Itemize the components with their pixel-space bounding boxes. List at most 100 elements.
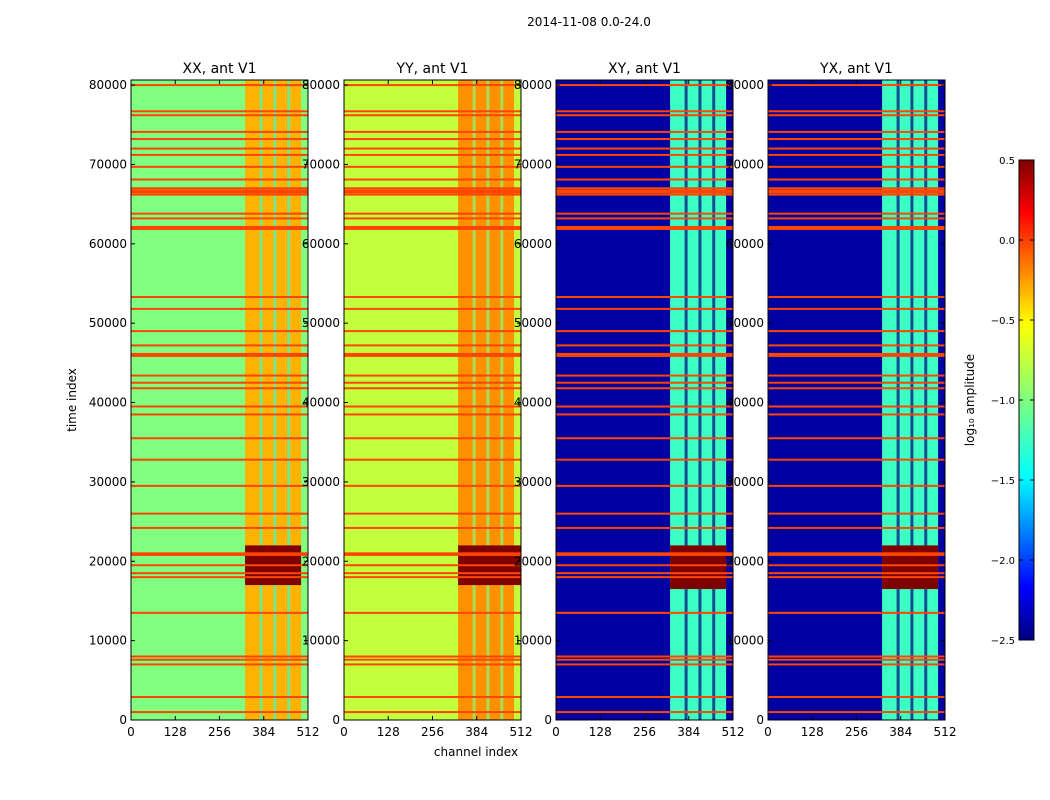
panels: XX, ant V1 0 128 256 384 512 0 10000 20000 30000 4… [89,61,957,739]
y-tick-label: 10000 [726,634,764,648]
flagged-row [768,458,945,461]
flagged-row [131,307,308,310]
flagged-row [768,695,945,698]
flagged-row [131,295,308,298]
colorbar-tick-label: −1.0 [991,396,1015,407]
flagged-row [344,193,521,196]
y-tick-label: 10000 [302,634,340,648]
panel-3: XY, ant V1 0 128 256 384 512 0 10000 20000 30000 4… [514,61,745,739]
x-tick-label: 0 [764,725,772,739]
flagged-row [344,526,521,529]
channel-gap [472,80,476,720]
y-tick-label: 50000 [302,316,340,330]
rfi-band [458,80,515,720]
flagged-row [344,484,521,487]
flagged-row [131,344,308,347]
colorbar-tick-label: −2.5 [991,636,1015,647]
flagged-row-thick [344,352,521,357]
flagged-row [556,178,733,181]
x-axis-label: channel index [434,745,518,759]
flagged-row [344,658,521,661]
flagged-row [556,526,733,529]
channel-gap [698,80,702,720]
y-tick-label: 0 [756,713,764,727]
x-tick-label: 384 [252,725,275,739]
flagged-row [344,405,521,408]
flagged-row [344,153,521,156]
flagged-row [131,178,308,181]
flagged-row [768,187,945,190]
flagged-row [344,413,521,416]
flagged-row [131,147,308,150]
flagged-row [556,437,733,440]
panel-title: YY, ant V1 [396,61,469,77]
channel-gap [486,80,490,720]
flagged-row [768,147,945,150]
x-tick-label: 512 [297,725,320,739]
channel-gap [910,80,914,720]
y-tick-label: 70000 [89,157,127,171]
flagged-row [556,344,733,347]
y-tick-label: 30000 [726,475,764,489]
y-tick-label: 20000 [302,554,340,568]
y-tick-label: 10000 [89,634,127,648]
flagged-row [344,663,521,666]
flagged-row [768,381,945,384]
flagged-row [768,663,945,666]
panel-title: XY, ant V1 [608,61,681,77]
flagged-row [344,147,521,150]
flagged-row [768,552,945,555]
flagged-row [344,217,521,220]
flagged-row [768,387,945,390]
rfi-band [245,80,302,720]
flagged-row [131,576,308,579]
flagged-row [556,553,733,556]
flagged-row [768,655,945,658]
y-tick-label: 30000 [514,475,552,489]
flagged-row [131,711,308,714]
flagged-row [556,484,733,487]
x-tick-label: 512 [722,725,745,739]
colorbar-label: log₁₀ amplitude [963,354,977,446]
y-tick-label: 70000 [302,157,340,171]
flagged-row [344,130,521,133]
flagged-row [344,458,521,461]
x-tick-label: 512 [510,725,533,739]
flagged-row [344,572,521,575]
x-tick-label: 128 [589,725,612,739]
y-tick-label: 0 [119,713,127,727]
x-tick-label: 128 [164,725,187,739]
flagged-row [768,576,945,579]
flagged-row [344,295,521,298]
flagged-row [131,153,308,156]
y-tick-label: 30000 [89,475,127,489]
y-tick-label: 30000 [302,475,340,489]
y-axis-label: time index [65,368,79,432]
flagged-row [344,330,521,333]
y-tick-label: 40000 [514,396,552,410]
flagged-row [768,153,945,156]
y-tick-label: 60000 [302,237,340,251]
flagged-row [344,611,521,614]
x-tick-label: 384 [465,725,488,739]
channel-gap [500,80,504,720]
y-tick-label: 60000 [514,237,552,251]
flagged-row [131,187,308,190]
flagged-row-thick [131,352,308,357]
flagged-row [556,663,733,666]
flagged-row [768,658,945,661]
flagged-row [344,512,521,515]
flagged-row [131,437,308,440]
colorbar-tick-label: 0.5 [999,156,1015,167]
flagged-row [131,110,308,113]
flagged-row [344,381,521,384]
flagged-row [556,330,733,333]
flagged-row [768,374,945,377]
flagged-row [556,458,733,461]
flagged-row [131,663,308,666]
flagged-row [556,295,733,298]
flagged-row [768,553,945,556]
flagged-row [768,307,945,310]
flagged-row [131,193,308,196]
